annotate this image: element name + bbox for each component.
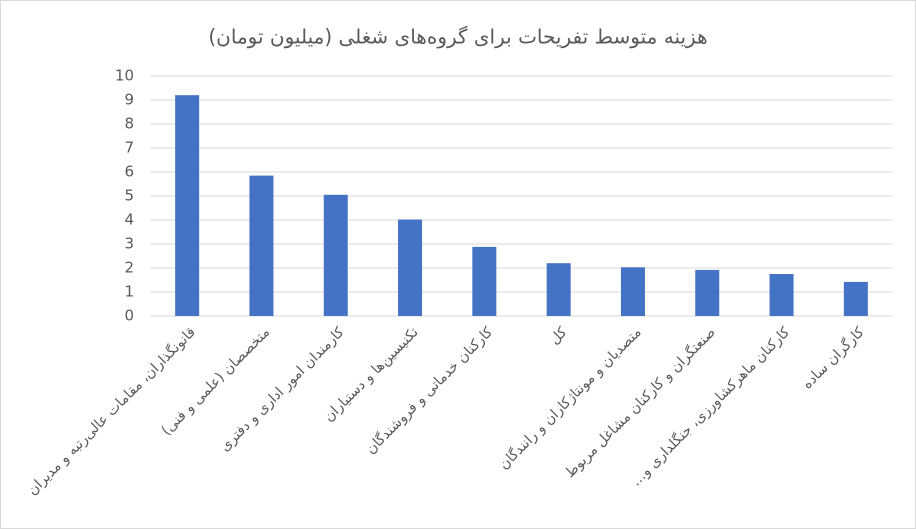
- bar: [323, 194, 348, 316]
- chart-title: هزینه متوسط تفریحات برای گروه‌های شغلی (…: [208, 25, 707, 49]
- y-tick-label: 9: [124, 91, 134, 109]
- bar: [472, 246, 497, 316]
- y-tick-label: 1: [124, 283, 134, 301]
- y-tick-label: 7: [124, 139, 134, 157]
- y-tick-label: 10: [115, 67, 134, 85]
- y-tick-label: 3: [124, 235, 134, 253]
- bar: [843, 281, 868, 316]
- bar: [175, 95, 200, 316]
- bar: [769, 274, 794, 316]
- bar: [398, 219, 423, 316]
- bar: [695, 269, 720, 316]
- y-tick-label: 0: [124, 307, 134, 325]
- bar: [546, 263, 571, 316]
- y-tick-label: 6: [124, 163, 134, 181]
- y-tick-label: 8: [124, 115, 134, 133]
- bar: [620, 267, 645, 316]
- bar: [249, 175, 274, 316]
- y-tick-label: 5: [124, 187, 134, 205]
- y-tick-label: 2: [124, 259, 134, 277]
- y-tick-label: 4: [124, 211, 134, 229]
